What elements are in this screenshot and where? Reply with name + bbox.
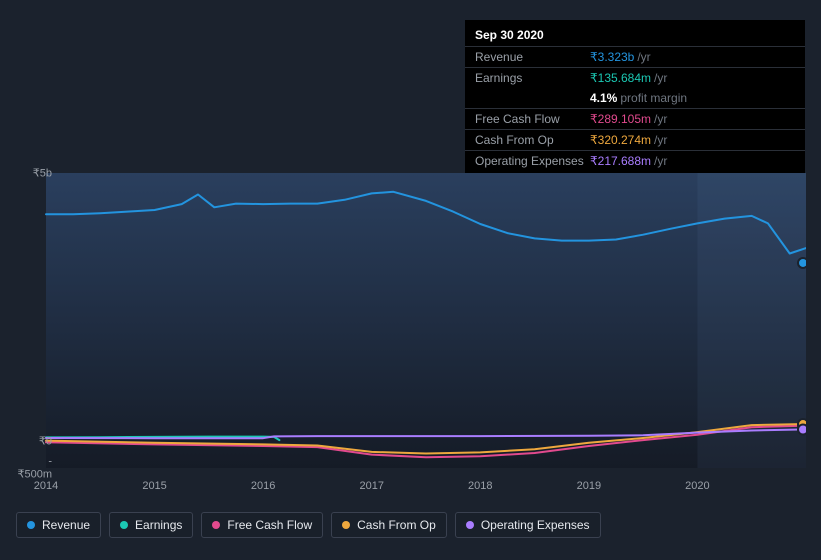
legend: Revenue Earnings Free Cash Flow Cash From O…	[16, 512, 601, 538]
legend-swatch	[466, 521, 474, 529]
tooltip-value: 4.1%profit margin	[590, 90, 687, 106]
x-tick-label: 2016	[251, 480, 275, 492]
y-tick-label: ₹5b	[16, 167, 52, 180]
y-tick-label: -₹500m	[16, 456, 52, 481]
legend-item-revenue[interactable]: Revenue	[16, 512, 101, 538]
legend-swatch	[120, 521, 128, 529]
tooltip-label: Free Cash Flow	[475, 111, 590, 127]
tooltip-label: Cash From Op	[475, 132, 590, 148]
tooltip-date: Sep 30 2020	[465, 26, 805, 46]
tooltip-value: ₹135.684m/yr	[590, 70, 667, 86]
legend-item-free-cash-flow[interactable]: Free Cash Flow	[201, 512, 323, 538]
x-tick-label: 2020	[685, 480, 709, 492]
tooltip-row-fcf: Free Cash Flow ₹289.105m/yr	[465, 108, 805, 129]
app-root: Sep 30 2020 Revenue ₹3.323b/yr Earnings …	[0, 0, 821, 560]
legend-swatch	[342, 521, 350, 529]
legend-label: Free Cash Flow	[227, 518, 312, 532]
y-tick-label: ₹0	[16, 435, 52, 448]
legend-label: Revenue	[42, 518, 90, 532]
legend-label: Earnings	[135, 518, 182, 532]
tooltip-value: ₹289.105m/yr	[590, 111, 667, 127]
x-tick-label: 2014	[34, 480, 58, 492]
x-axis-labels: 2014 2015 2016 2017 2018 2019 2020	[16, 480, 806, 500]
tooltip-row-revenue: Revenue ₹3.323b/yr	[465, 46, 805, 67]
x-tick-label: 2015	[142, 480, 166, 492]
tooltip-label	[475, 90, 590, 106]
x-tick-label: 2017	[359, 480, 383, 492]
tooltip-value: ₹320.274m/yr	[590, 132, 667, 148]
tooltip-label: Earnings	[475, 70, 590, 86]
legend-label: Cash From Op	[357, 518, 436, 532]
hover-tooltip: Sep 30 2020 Revenue ₹3.323b/yr Earnings …	[465, 20, 805, 177]
legend-item-earnings[interactable]: Earnings	[109, 512, 193, 538]
x-tick-label: 2018	[468, 480, 492, 492]
tooltip-row-earnings: Earnings ₹135.684m/yr	[465, 67, 805, 88]
legend-item-operating-expenses[interactable]: Operating Expenses	[455, 512, 601, 538]
x-tick-label: 2019	[577, 480, 601, 492]
legend-item-cash-from-op[interactable]: Cash From Op	[331, 512, 447, 538]
legend-swatch	[212, 521, 220, 529]
tooltip-value: ₹3.323b/yr	[590, 49, 651, 65]
tooltip-row-profit-margin: 4.1%profit margin	[465, 88, 805, 108]
chart-area[interactable]: 2014 2015 2016 2017 2018 2019 2020 ₹5b ₹0 -₹500m	[16, 155, 806, 500]
tooltip-row-cfo: Cash From Op ₹320.274m/yr	[465, 129, 805, 150]
tooltip-label: Revenue	[475, 49, 590, 65]
legend-swatch	[27, 521, 35, 529]
chart-plot-svg	[16, 173, 806, 468]
legend-label: Operating Expenses	[481, 518, 590, 532]
